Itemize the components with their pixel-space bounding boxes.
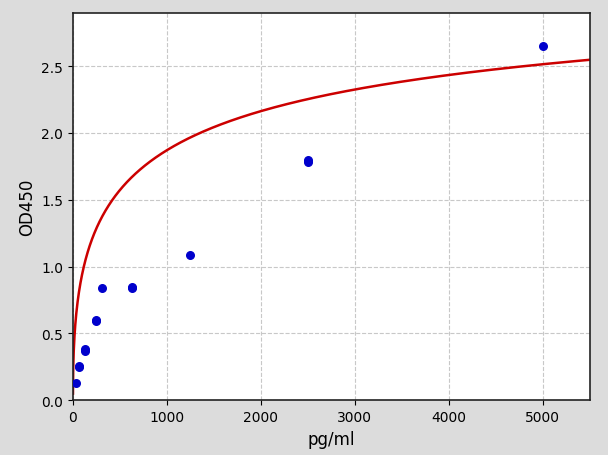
Point [538, 43, 548, 51]
Point [185, 252, 195, 259]
Point [80, 346, 89, 354]
Point [92, 318, 102, 325]
Point [303, 159, 313, 167]
Y-axis label: OD450: OD450 [18, 178, 36, 236]
Point [74, 362, 84, 369]
Point [303, 157, 313, 164]
Point [92, 317, 102, 324]
Point [71, 379, 81, 387]
Point [127, 283, 137, 291]
Point [74, 364, 84, 371]
Point [97, 285, 107, 292]
Point [127, 285, 137, 292]
X-axis label: pg/ml: pg/ml [308, 430, 355, 448]
Point [80, 348, 89, 355]
